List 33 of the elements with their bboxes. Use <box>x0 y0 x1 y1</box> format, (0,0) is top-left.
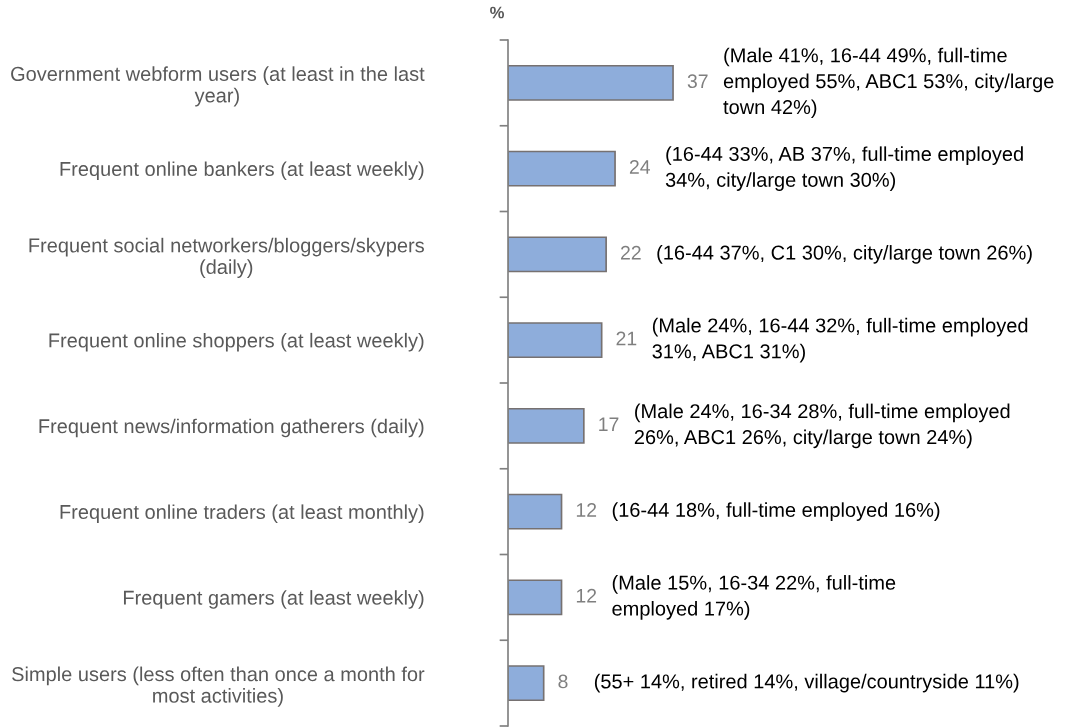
y-tick-label: Government webform users (at least in the last year) <box>11 66 425 107</box>
y-tick-label: Frequent news/information gatherers (daily) <box>39 418 424 438</box>
annotation: (Male 15%, 16-34 22%, full-time employed 17%) <box>612 575 896 620</box>
annotation: (16-44 33%, AB 37%, full-time employed 34%, city/large town 30%) <box>665 146 1023 191</box>
x-axis-title: % <box>490 6 505 19</box>
bar <box>508 579 563 616</box>
bar <box>508 407 585 444</box>
data-label: 12 <box>576 503 597 517</box>
bar <box>508 236 607 273</box>
data-label: 37 <box>687 74 708 89</box>
annotation: (55+ 14%, retired 14%, village/countryside 11%) <box>594 673 1019 693</box>
annotation: (Male 24%, 16-34 28%, full-time employed 26%, ABC1 26%, city/large town 24%) <box>634 403 1010 449</box>
y-tick-label: Frequent online bankers (at least weekly) <box>60 161 424 181</box>
data-label: 24 <box>629 160 650 174</box>
y-tick-label: Frequent gamers (at least weekly) <box>123 590 424 609</box>
data-label: 8 <box>558 674 568 689</box>
bar <box>508 64 674 101</box>
bar <box>508 322 603 359</box>
annotation: (16-44 18%, full-time employed 16%) <box>612 502 940 521</box>
y-tick-label: Frequent online traders (at least monthly) <box>60 504 424 524</box>
data-label: 22 <box>621 245 641 260</box>
data-label: 12 <box>576 588 597 603</box>
annotation: (16-44 37%, C1 30%, city/large town 26%) <box>657 245 1032 264</box>
data-label: 17 <box>599 417 619 431</box>
text: (Male 41%, 16-44 49%, full-time employed 55%, ABC1 53%, city/large town 42%) <box>723 47 1054 119</box>
y-tick-label: Frequent online shoppers (at least weekly) <box>49 332 424 352</box>
data-label: 21 <box>616 331 637 346</box>
y-tick-label: Frequent social networkers/bloggers/skypers (daily) <box>29 237 424 278</box>
annotation: (Male 24%, 16-44 32%, full-time employed 31%, ABC1 31%) <box>652 317 1028 363</box>
bar <box>508 665 545 702</box>
y-tick-label: Simple users (less often than once a month for most activities) <box>12 666 425 707</box>
bar <box>508 493 563 530</box>
bar <box>508 150 616 187</box>
